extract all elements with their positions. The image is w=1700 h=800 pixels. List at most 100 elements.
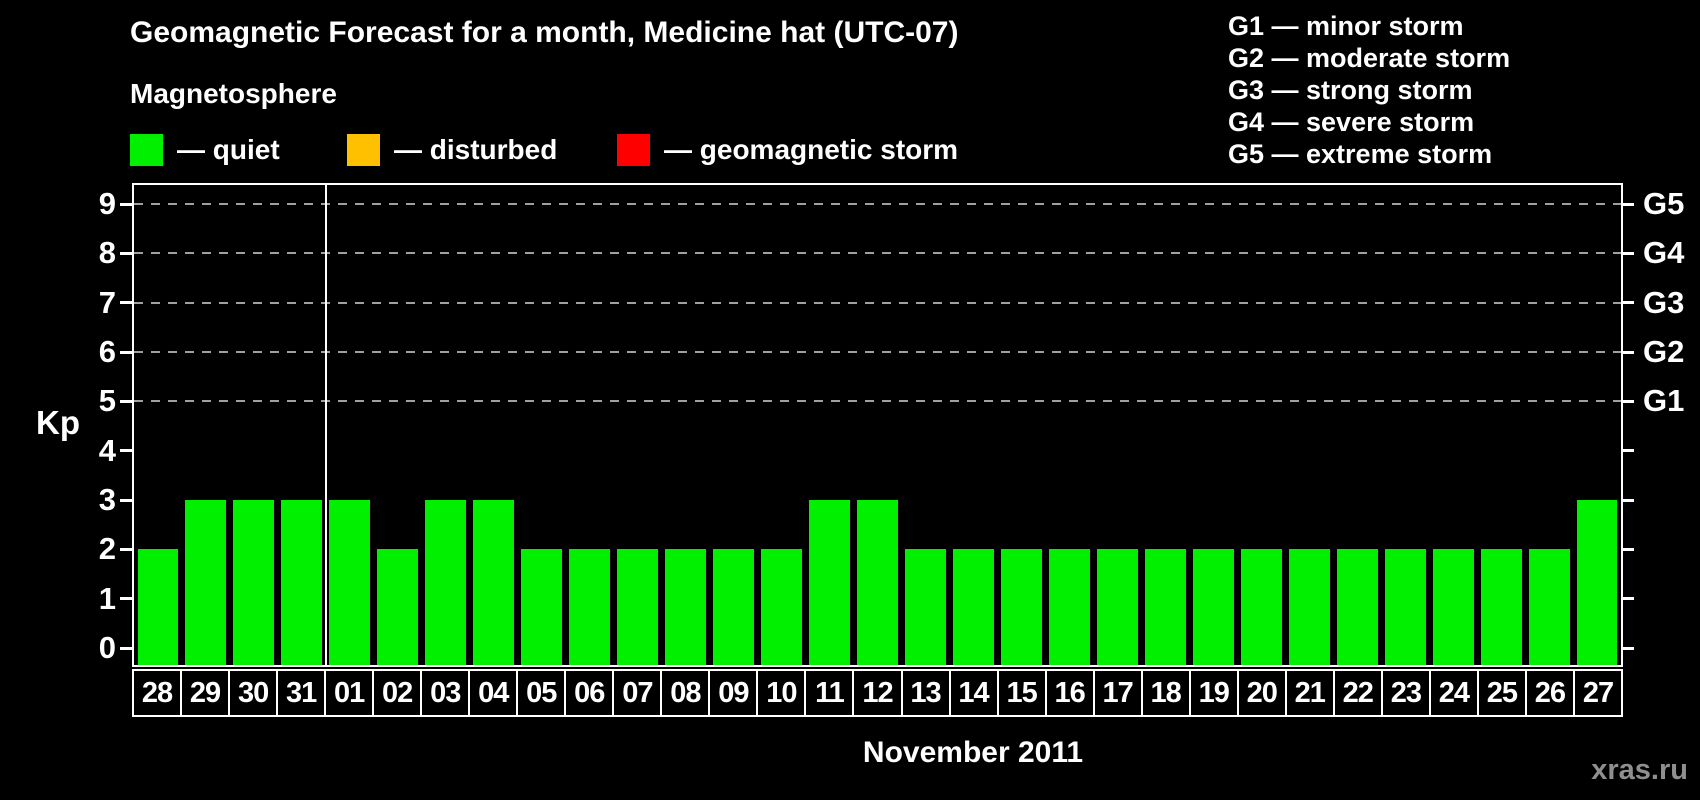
- bar-day-03: [425, 500, 467, 665]
- left-tick-kp4: [120, 449, 132, 453]
- bar-day-27: [1576, 500, 1618, 665]
- day-label-28: 28: [134, 671, 183, 715]
- quiet-swatch-icon: [130, 134, 163, 166]
- y-axis-tick-label-2: 2: [98, 531, 116, 567]
- day-label-15: 15: [999, 671, 1047, 715]
- g4-legend-line: G4 — severe storm: [1228, 107, 1475, 137]
- gridline-kp5: [134, 400, 1621, 403]
- right-tick-kp8: [1622, 251, 1634, 255]
- left-tick-kp8: [120, 251, 132, 255]
- bar-day-23: [1384, 549, 1426, 665]
- day-label-03: 03: [422, 671, 471, 715]
- y-axis-tick-label-7: 7: [98, 284, 116, 320]
- bar-day-15: [1000, 549, 1042, 665]
- page-title: Geomagnetic Forecast for a month, Medici…: [130, 16, 959, 49]
- month-caption: November 2011: [862, 736, 1084, 769]
- day-label-22: 22: [1335, 671, 1383, 715]
- right-axis-label-g4: G4: [1643, 235, 1685, 271]
- legend-label-disturbed: — disturbed: [394, 134, 558, 165]
- y-axis-tick-label-3: 3: [98, 482, 116, 517]
- day-label-29: 29: [182, 671, 231, 715]
- left-tick-kp2: [120, 547, 132, 551]
- bar-day-21: [1288, 549, 1330, 665]
- left-tick-kp7: [120, 301, 132, 305]
- right-axis-label-g5: G5: [1643, 186, 1685, 222]
- day-label-31: 31: [278, 671, 327, 715]
- x-axis-day-row: 28 29 30 31 01 02 03 04 05 06 07 08 09 10 11 12 13 14 15 16…: [132, 669, 1623, 717]
- bar-day-22: [1336, 549, 1378, 665]
- day-label-01: 01: [326, 671, 375, 715]
- plot-area: [132, 183, 1623, 667]
- day-label-09: 09: [710, 671, 759, 715]
- bar-day-14: [952, 549, 994, 665]
- right-axis-label-g1: G1: [1643, 383, 1685, 419]
- day-label-16: 16: [1047, 671, 1095, 715]
- day-label-08: 08: [662, 671, 711, 715]
- left-tick-kp5: [120, 399, 132, 403]
- bar-day-13: [904, 549, 946, 665]
- bar-day-11: [809, 500, 850, 665]
- day-label-19: 19: [1191, 671, 1239, 715]
- bar-day-31: [281, 500, 323, 665]
- day-label-21: 21: [1287, 671, 1335, 715]
- bar-day-19: [1192, 549, 1234, 665]
- left-tick-kp3: [120, 498, 132, 502]
- bar-day-08: [665, 549, 707, 665]
- y-axis-tick-label-6: 6: [98, 334, 116, 370]
- y-axis-label-kp: Kp: [36, 404, 80, 441]
- left-tick-kp6: [120, 350, 132, 354]
- right-tick-kp1: [1622, 597, 1634, 601]
- watermark: xras.ru: [1591, 754, 1688, 786]
- y-axis-tick-label-0: 0: [98, 630, 116, 665]
- right-tick-kp4: [1622, 449, 1634, 453]
- day-label-27: 27: [1582, 676, 1614, 709]
- g3-legend-line: G3 — strong storm: [1228, 75, 1473, 105]
- right-tick-kp2: [1622, 547, 1634, 551]
- gridline-kp6: [134, 351, 1621, 354]
- day-label-04: 04: [470, 671, 519, 715]
- storm-swatch-icon: [617, 134, 650, 166]
- left-tick-kp9: [120, 202, 132, 206]
- bar-day-20: [1240, 549, 1282, 665]
- day-label-23: 23: [1383, 671, 1431, 715]
- y-axis-tick-label-5: 5: [98, 383, 116, 419]
- g5-legend-line: G5 — extreme storm: [1228, 139, 1493, 169]
- day-label-30: 30: [230, 671, 279, 715]
- disturbed-swatch-icon: [347, 134, 380, 166]
- bar-day-12: [857, 500, 898, 665]
- month-separator-line: [324, 185, 327, 665]
- bar-day-01: [329, 500, 371, 665]
- gridline-kp9: [134, 203, 1621, 206]
- gridline-kp8: [134, 252, 1621, 255]
- bar-day-09: [713, 549, 755, 665]
- right-axis-label-g2: G2: [1643, 334, 1685, 370]
- day-label-24: 24: [1431, 671, 1479, 715]
- bar-day-17: [1096, 549, 1138, 665]
- bar-day-29: [185, 500, 227, 665]
- day-label-20: 20: [1239, 671, 1287, 715]
- day-label-10: 10: [758, 671, 807, 715]
- right-tick-kp9: [1622, 202, 1634, 206]
- bar-day-24: [1432, 549, 1474, 665]
- bar-day-26: [1528, 549, 1570, 665]
- bar-day-04: [473, 500, 515, 665]
- y-axis-tick-label-9: 9: [98, 186, 116, 222]
- bar-day-02: [377, 549, 419, 665]
- bar-day-30: [233, 500, 275, 665]
- bar-day-05: [521, 549, 563, 665]
- day-label-11: 11: [806, 671, 855, 715]
- bar-day-07: [617, 549, 659, 665]
- day-label-17: 17: [1095, 671, 1143, 715]
- bar-day-10: [761, 549, 803, 665]
- day-label-13: 13: [903, 671, 951, 715]
- legend-label-quiet: — quiet: [177, 134, 280, 165]
- day-label-25: 25: [1479, 671, 1527, 715]
- right-tick-kp5: [1622, 399, 1634, 403]
- day-label-14: 14: [951, 671, 999, 715]
- bar-day-06: [569, 549, 611, 665]
- day-label-12: 12: [854, 671, 903, 715]
- legend-item-quiet: — quiet: [130, 133, 280, 167]
- gridline-kp7: [134, 301, 1621, 304]
- g2-legend-line: G2 — moderate storm: [1228, 43, 1511, 73]
- day-label-06: 06: [566, 671, 615, 715]
